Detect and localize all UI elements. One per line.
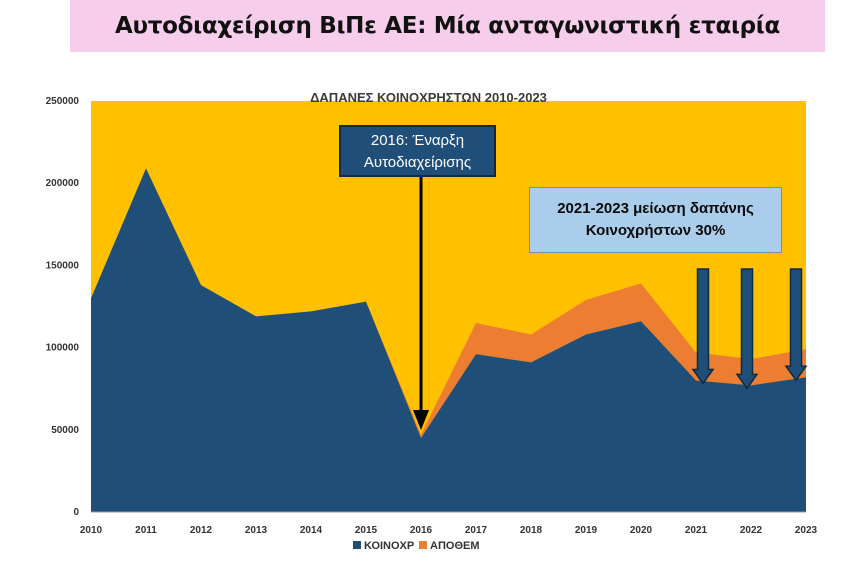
down-arrow-icon bbox=[735, 268, 759, 390]
x-tick-label: 2023 bbox=[795, 525, 818, 536]
callout-2016-line2: Αυτοδιαχείρισης bbox=[363, 154, 472, 171]
callout-reduction-line2: Κοινοχρήστων 30% bbox=[585, 222, 726, 239]
x-tick-label: 2013 bbox=[245, 525, 268, 536]
page-title: Αυτοδιαχείριση ΒιΠε ΑΕ: Μία ανταγωνιστικ… bbox=[115, 13, 780, 39]
x-tick-label: 2014 bbox=[300, 525, 323, 536]
down-arrow-icon bbox=[784, 268, 808, 382]
x-tick-label: 2021 bbox=[685, 525, 708, 536]
x-tick-label: 2015 bbox=[355, 525, 378, 536]
x-tick-label: 2012 bbox=[190, 525, 213, 536]
y-tick-label: 100000 bbox=[46, 343, 80, 354]
x-tick-label: 2017 bbox=[465, 525, 488, 536]
y-tick-label: 250000 bbox=[46, 96, 80, 107]
down-arrow-icon bbox=[691, 268, 715, 385]
arrow-2016-head bbox=[413, 410, 429, 430]
legend-label: ΑΠΟΘΕΜ bbox=[430, 540, 480, 552]
x-axis: 2010 2011 2012 2013 2014 2015 2016 2017 2018 2019… bbox=[80, 511, 818, 536]
callout-2016-start: 2016: Έναρξη Αυτοδιαχείρισης bbox=[339, 125, 496, 177]
x-tick-label: 2011 bbox=[135, 525, 157, 536]
y-axis: 0 50000 100000 150000 200000 250000 bbox=[46, 96, 80, 518]
x-tick-label: 2019 bbox=[575, 525, 598, 536]
legend-swatch bbox=[353, 541, 361, 549]
chart-title: ΔΑΠΑΝΕΣ ΚΟΙΝΟΧΡΗΣΤΩΝ 2010-2023 bbox=[310, 90, 547, 105]
x-tick-label: 2020 bbox=[630, 525, 653, 536]
callout-reduction: 2021-2023 μείωση δαπάνης Κοινοχρήστων 30… bbox=[529, 187, 782, 253]
callout-reduction-line1: 2021-2023 μείωση δαπάνης bbox=[557, 200, 754, 217]
series-koinoxr-area bbox=[91, 168, 806, 513]
y-tick-label: 0 bbox=[73, 507, 79, 518]
legend-swatch bbox=[419, 541, 427, 549]
legend-label: ΚΟΙΝΟΧΡ bbox=[364, 540, 414, 552]
x-tick-label: 2010 bbox=[80, 525, 103, 536]
y-tick-label: 150000 bbox=[46, 260, 80, 271]
page-header: Αυτοδιαχείριση ΒιΠε ΑΕ: Μία ανταγωνιστικ… bbox=[70, 0, 825, 52]
series-apothem-area bbox=[91, 168, 806, 439]
x-tick-label: 2016 bbox=[410, 525, 433, 536]
legend: ΚΟΙΝΟΧΡ ΑΠΟΘΕΜ bbox=[353, 540, 480, 552]
x-tick-label: 2018 bbox=[520, 525, 543, 536]
y-tick-label: 200000 bbox=[46, 178, 80, 189]
annotation-arrows bbox=[413, 177, 808, 430]
y-tick-label: 50000 bbox=[51, 425, 79, 436]
callout-2016-line1: 2016: Έναρξη bbox=[370, 132, 465, 149]
chart-areas bbox=[91, 168, 806, 513]
x-tick-label: 2022 bbox=[740, 525, 763, 536]
